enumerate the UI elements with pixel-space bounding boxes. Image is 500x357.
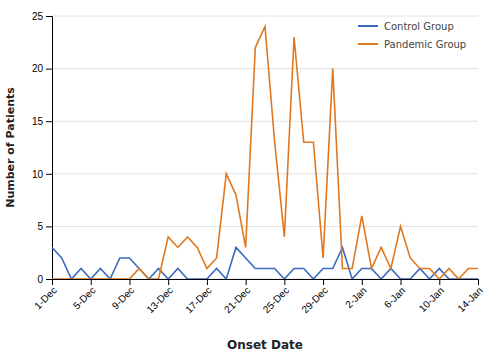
grid-line [52,16,478,17]
series-line [52,27,478,279]
x-tick: 6-Jan [382,279,407,310]
y-tick: 10 [32,169,52,180]
y-tick-label: 25 [32,11,44,22]
x-tick-mark [52,279,53,285]
y-tick-label: 20 [32,63,44,74]
grid-line [52,121,478,122]
y-axis: 0 5 10 15 20 25 [32,11,53,285]
x-tick-mark [362,279,363,285]
grid-line [52,226,478,227]
x-tick-label: 5-Dec [71,285,98,312]
y-axis-line [46,17,53,280]
y-tick-mark [46,121,52,122]
y-tick-mark [46,226,52,227]
x-tick-label: 6-Jan [382,285,407,310]
legend-swatch [358,43,378,45]
x-tick-label: 17-Dec [183,285,214,316]
y-tick-label: 10 [32,169,44,180]
x-tick-mark [168,279,169,285]
legend-swatch [358,25,378,27]
legend-label: Control Group [384,21,454,32]
y-tick-mark [46,279,52,280]
y-tick: 20 [32,63,52,74]
x-axis-line [53,280,479,286]
x-axis-title: Onset Date [227,338,303,352]
x-tick-mark [129,279,130,285]
x-tick-label: 2-Jan [343,285,368,310]
x-tick-label: 25-Dec [261,285,292,316]
y-tick: 0 [37,274,52,285]
y-tick-mark [46,174,52,175]
x-tick-mark [284,279,285,285]
x-tick-label: 13-Dec [144,285,175,316]
x-tick: 13-Dec [144,279,175,315]
x-tick: 17-Dec [183,279,214,315]
x-tick-mark [91,279,92,285]
y-axis-title: Number of Patients [4,87,17,208]
x-tick-mark [478,279,479,285]
y-tick: 15 [32,116,52,127]
y-tick: 5 [37,221,52,232]
y-tick: 25 [32,11,52,22]
x-tick: 1-Dec [32,279,59,311]
x-tick-mark [439,279,440,285]
x-tick: 21-Dec [222,279,253,315]
x-tick-mark [401,279,402,285]
lines [52,27,478,279]
x-tick: 14-Jan [455,279,484,314]
x-axis: 1-Dec5-Dec9-Dec13-Dec17-Dec21-Dec25-Dec2… [32,279,485,315]
legend-item: Control Group [358,21,454,32]
chart: 0 5 10 15 20 25 1-Dec 5-Dec 9-Dec 13-Dec 17-Dec 21-… [0,0,500,357]
grid-line [52,173,478,174]
x-tick: 2-Jan [343,279,368,310]
legend: Control Group Pandemic Group [358,21,466,50]
x-tick: 25-Dec [261,279,292,315]
x-tick-label: 9-Dec [110,285,137,312]
x-tick-label: 10-Jan [417,285,446,314]
y-tick-mark [46,16,52,17]
x-tick: 29-Dec [299,279,330,315]
x-tick: 9-Dec [110,279,137,311]
x-tick-mark [207,279,208,285]
x-tick-label: 14-Jan [455,285,484,314]
x-tick: 5-Dec [71,279,98,311]
x-tick-mark [323,279,324,285]
legend-item: Pandemic Group [358,39,466,50]
x-tick-mark [246,279,247,285]
grid-line [52,68,478,69]
x-tick: 10-Jan [417,279,446,314]
plot: 0 5 10 15 20 25 1-Dec 5-Dec 9-Dec 13-Dec 17-Dec 21-… [32,11,485,316]
y-tick-label: 5 [37,221,43,232]
y-tick-label: 15 [32,116,44,127]
y-tick-label: 0 [37,274,43,285]
legend-label: Pandemic Group [384,39,466,50]
x-tick-label: 1-Dec [32,285,59,312]
x-tick-label: 21-Dec [222,285,253,316]
grid [52,16,478,279]
x-tick-label: 29-Dec [299,285,330,316]
y-tick-mark [46,69,52,70]
